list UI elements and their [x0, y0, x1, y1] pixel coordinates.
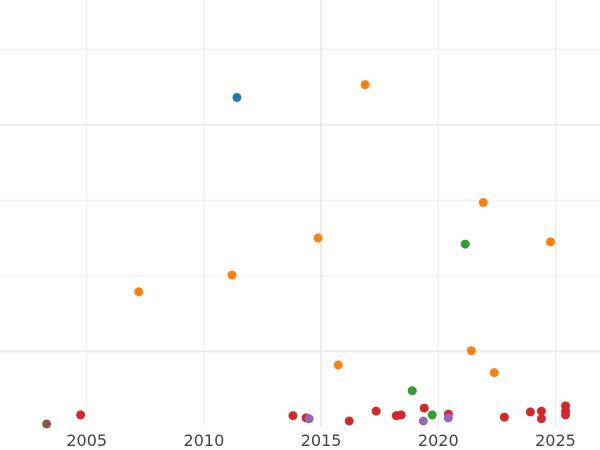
- data-point: [407, 386, 417, 396]
- data-point: [333, 360, 343, 370]
- data-point: [42, 419, 52, 429]
- data-point: [489, 368, 499, 378]
- data-point: [419, 403, 429, 413]
- data-point: [134, 287, 144, 297]
- data-point: [396, 410, 406, 420]
- data-point: [344, 416, 354, 426]
- x-axis-ticks: 2005 2010 2015 2020 2025: [66, 431, 575, 450]
- data-point: [304, 414, 314, 424]
- data-point: [536, 406, 546, 416]
- x-tick-label: 2020: [418, 431, 459, 450]
- data-point: [460, 239, 470, 249]
- x-tick-label: 2015: [301, 431, 342, 450]
- data-point: [525, 407, 535, 417]
- data-point: [478, 198, 488, 208]
- data-point: [466, 346, 476, 356]
- x-tick-label: 2025: [535, 431, 576, 450]
- data-point: [76, 410, 86, 420]
- data-point: [288, 411, 298, 421]
- data-point: [313, 233, 323, 243]
- data-point: [499, 412, 509, 422]
- data-point: [427, 410, 437, 420]
- data-point: [561, 410, 571, 420]
- data-point: [371, 406, 381, 416]
- data-point: [227, 270, 237, 280]
- gridlines: [0, 0, 600, 427]
- data-point: [418, 416, 428, 426]
- data-point: [546, 237, 556, 247]
- data-point: [232, 92, 242, 102]
- data-point: [443, 413, 453, 423]
- data-point: [536, 414, 546, 424]
- x-tick-label: 2005: [66, 431, 107, 450]
- x-tick-label: 2010: [184, 431, 225, 450]
- data-point: [360, 80, 370, 90]
- data-points: [42, 80, 571, 429]
